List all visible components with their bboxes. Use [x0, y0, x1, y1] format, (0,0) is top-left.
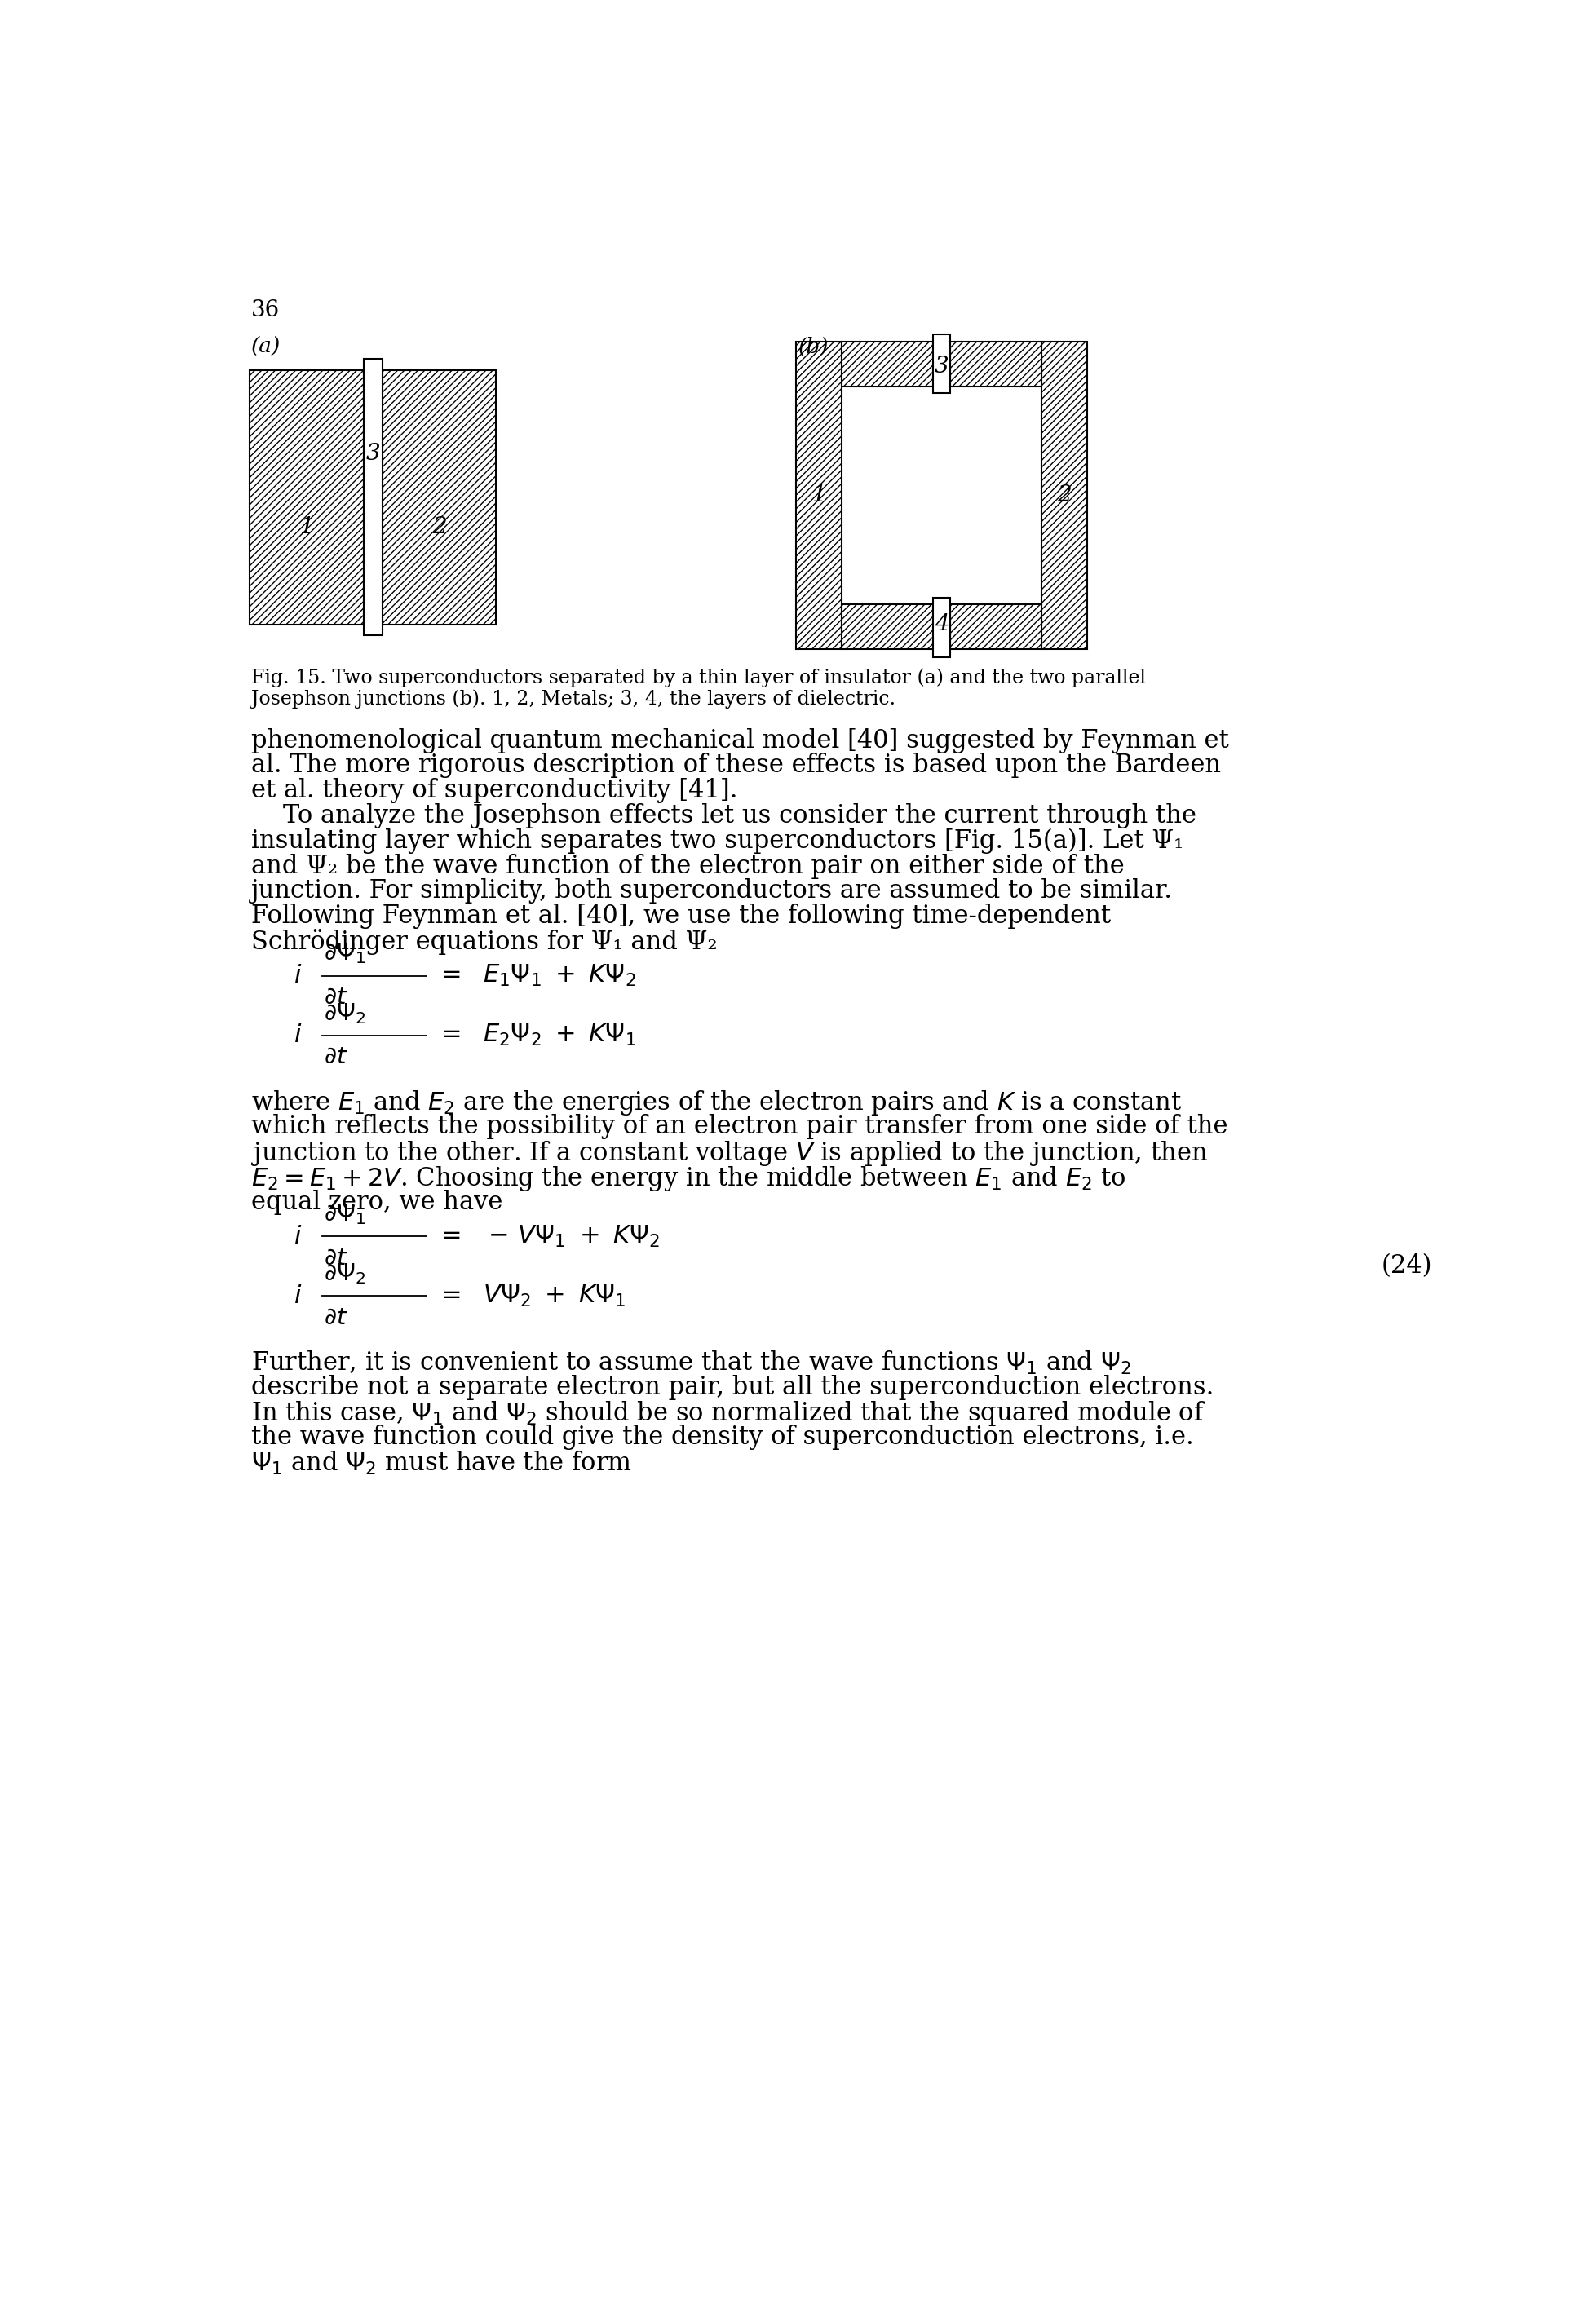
Text: $\partial t$: $\partial t$ [325, 1046, 349, 1069]
Text: Schrödinger equations for Ψ₁ and Ψ₂: Schrödinger equations for Ψ₁ and Ψ₂ [252, 930, 716, 955]
Text: $\partial t$: $\partial t$ [325, 1306, 349, 1329]
Text: 2: 2 [1057, 483, 1071, 507]
Bar [950, 604, 1041, 648]
Text: Following Feynman et al. [40], we use the following time-dependent: Following Feynman et al. [40], we use th… [252, 904, 1111, 930]
Text: describe not a separate electron pair, but all the superconduction electrons.: describe not a separate electron pair, b… [252, 1373, 1213, 1399]
Text: $\partial\Psi_1$: $\partial\Psi_1$ [325, 1202, 366, 1227]
Text: equal zero, we have: equal zero, we have [252, 1190, 503, 1215]
Text: $= \ \ E_2\Psi_2 \ + \ K\Psi_1$: $= \ \ E_2\Psi_2 \ + \ K\Psi_1$ [436, 1023, 635, 1048]
Text: al. The more rigorous description of these effects is based upon the Bardeen: al. The more rigorous description of the… [252, 753, 1221, 779]
Text: To analyze the Josephson effects let us consider the current through the: To analyze the Josephson effects let us … [252, 804, 1196, 827]
Text: junction. For simplicity, both superconductors are assumed to be similar.: junction. For simplicity, both supercond… [252, 878, 1172, 904]
Bar [933, 335, 950, 393]
Text: $\partial\Psi_2$: $\partial\Psi_2$ [325, 1262, 366, 1285]
Text: 2: 2 [431, 516, 446, 539]
Text: phenomenological quantum mechanical model [40] suggested by Feynman et: phenomenological quantum mechanical mode… [252, 727, 1229, 753]
Text: et al. theory of superconductivity [41].: et al. theory of superconductivity [41]. [252, 779, 737, 804]
Text: $= \ \ V\Psi_2 \ + \ K\Psi_1$: $= \ \ V\Psi_2 \ + \ K\Psi_1$ [436, 1283, 626, 1308]
Text: Further, it is convenient to assume that the wave functions $\Psi_1$ and $\Psi_2: Further, it is convenient to assume that… [252, 1350, 1130, 1376]
Text: $\partial\Psi_1$: $\partial\Psi_1$ [325, 941, 366, 967]
Text: and Ψ₂ be the wave function of the electron pair on either side of the: and Ψ₂ be the wave function of the elect… [252, 853, 1124, 878]
Bar [363, 358, 382, 634]
Bar [950, 342, 1041, 386]
Text: In this case, $\Psi_1$ and $\Psi_2$ should be so normalized that the squared mod: In this case, $\Psi_1$ and $\Psi_2$ shou… [252, 1399, 1205, 1429]
Text: $E_2 = E_1 + 2V$. Choosing the energy in the middle between $E_1$ and $E_2$ to: $E_2 = E_1 + 2V$. Choosing the energy in… [252, 1164, 1126, 1192]
Text: (24): (24) [1380, 1253, 1431, 1278]
Bar [933, 597, 950, 658]
Bar [382, 370, 497, 625]
Text: $i$: $i$ [295, 962, 302, 988]
Text: $i$: $i$ [295, 1023, 302, 1048]
Text: $\partial t$: $\partial t$ [325, 1246, 349, 1269]
Text: 36: 36 [252, 300, 280, 321]
Bar [1041, 342, 1087, 648]
Bar [842, 342, 933, 386]
Text: Fig. 15. Two superconductors separated by a thin layer of insulator (a) and the : Fig. 15. Two superconductors separated b… [252, 669, 1146, 688]
Text: 4: 4 [935, 614, 949, 634]
Text: insulating layer which separates two superconductors [Fig. 15(a)]. Let Ψ₁: insulating layer which separates two sup… [252, 827, 1183, 853]
Text: $= \ \ E_1\Psi_1 \ + \ K\Psi_2$: $= \ \ E_1\Psi_1 \ + \ K\Psi_2$ [436, 962, 635, 988]
Text: 3: 3 [366, 444, 380, 465]
Text: (b): (b) [798, 337, 829, 358]
Bar [796, 342, 842, 648]
Text: Josephson junctions (b). 1, 2, Metals; 3, 4, the layers of dielectric.: Josephson junctions (b). 1, 2, Metals; 3… [252, 690, 895, 709]
Text: $\Psi_1$ and $\Psi_2$ must have the form: $\Psi_1$ and $\Psi_2$ must have the form [252, 1450, 632, 1476]
Text: $\partial t$: $\partial t$ [325, 985, 349, 1009]
Text: (a): (a) [252, 337, 280, 358]
Text: $i$: $i$ [295, 1283, 302, 1308]
Text: $= \ \ -\,V\Psi_1 \ + \ K\Psi_2$: $= \ \ -\,V\Psi_1 \ + \ K\Psi_2$ [436, 1225, 659, 1248]
Text: $i$: $i$ [295, 1225, 302, 1248]
Text: junction to the other. If a constant voltage $V$ is applied to the junction, the: junction to the other. If a constant vol… [252, 1139, 1208, 1167]
Text: the wave function could give the density of superconduction electrons, i.e.: the wave function could give the density… [252, 1425, 1194, 1450]
Bar [250, 370, 363, 625]
Text: 3: 3 [935, 356, 949, 376]
Bar [842, 604, 933, 648]
Text: $\partial\Psi_2$: $\partial\Psi_2$ [325, 1002, 366, 1025]
Text: which reflects the possibility of an electron pair transfer from one side of the: which reflects the possibility of an ele… [252, 1113, 1227, 1139]
Text: 1: 1 [812, 483, 826, 507]
Text: 1: 1 [299, 516, 314, 539]
Text: where $E_1$ and $E_2$ are the energies of the electron pairs and $K$ is a consta: where $E_1$ and $E_2$ are the energies o… [252, 1090, 1181, 1118]
